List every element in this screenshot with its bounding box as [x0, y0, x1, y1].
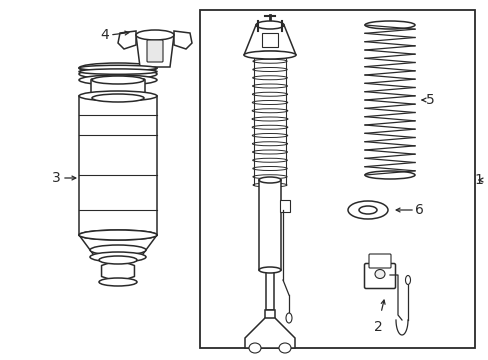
Text: 4: 4: [100, 28, 108, 42]
Ellipse shape: [79, 75, 157, 85]
Polygon shape: [244, 318, 294, 348]
Bar: [262, 33, 278, 47]
Text: 6: 6: [414, 203, 423, 217]
Ellipse shape: [99, 278, 137, 286]
Ellipse shape: [79, 91, 157, 101]
Text: 2: 2: [373, 320, 382, 334]
Ellipse shape: [92, 76, 143, 84]
Ellipse shape: [79, 69, 157, 74]
Polygon shape: [136, 35, 174, 67]
Ellipse shape: [256, 21, 284, 29]
Bar: [264, 310, 274, 320]
Polygon shape: [79, 235, 157, 258]
Ellipse shape: [99, 256, 137, 264]
Polygon shape: [118, 31, 136, 49]
Ellipse shape: [79, 65, 157, 71]
Ellipse shape: [374, 270, 384, 279]
Text: 1: 1: [473, 173, 482, 187]
Ellipse shape: [79, 230, 157, 240]
Bar: [280, 200, 289, 212]
Bar: [99, 260, 137, 282]
Ellipse shape: [96, 255, 140, 261]
FancyBboxPatch shape: [91, 79, 145, 99]
Ellipse shape: [259, 267, 281, 273]
Ellipse shape: [248, 343, 261, 353]
Bar: [79, 96, 157, 235]
Ellipse shape: [259, 177, 281, 183]
Ellipse shape: [405, 275, 409, 284]
FancyBboxPatch shape: [368, 254, 390, 268]
Ellipse shape: [285, 313, 291, 323]
Text: 5: 5: [425, 93, 434, 107]
Ellipse shape: [79, 230, 157, 240]
Bar: [265, 270, 273, 310]
Text: 3: 3: [52, 171, 61, 185]
Ellipse shape: [79, 69, 157, 79]
Ellipse shape: [136, 30, 174, 40]
Polygon shape: [244, 25, 295, 55]
Ellipse shape: [79, 63, 157, 73]
FancyBboxPatch shape: [147, 40, 163, 62]
Ellipse shape: [244, 51, 295, 59]
Ellipse shape: [90, 245, 146, 255]
Bar: [259, 180, 281, 270]
Bar: [200, 10, 474, 348]
Ellipse shape: [279, 343, 290, 353]
Polygon shape: [174, 31, 192, 49]
FancyBboxPatch shape: [364, 264, 395, 288]
Ellipse shape: [90, 252, 146, 262]
Ellipse shape: [92, 94, 143, 102]
